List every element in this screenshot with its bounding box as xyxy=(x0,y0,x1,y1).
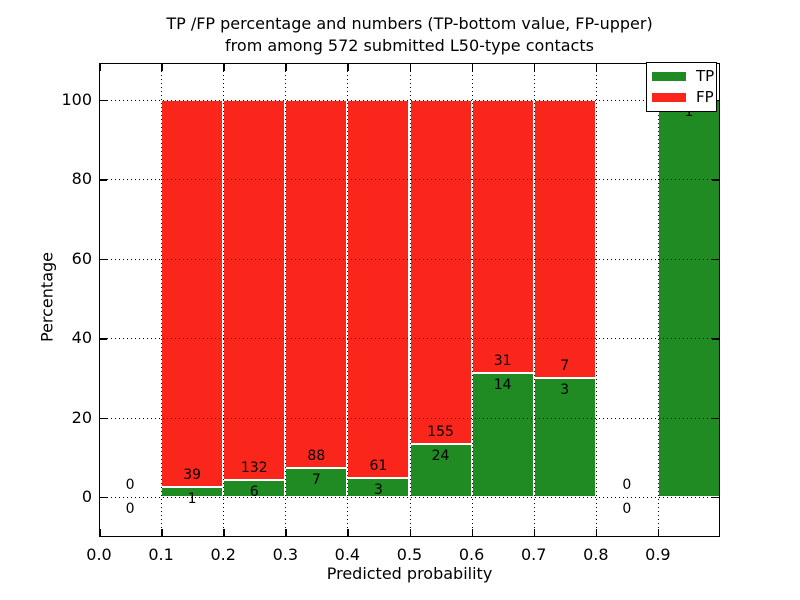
y-tick-label: 0 xyxy=(81,486,92,506)
tp-count-label: 3 xyxy=(560,381,570,398)
fp-count-label: 31 xyxy=(493,353,512,370)
x-tick-label: 0.9 xyxy=(645,545,671,564)
x-tick-mark-bottom xyxy=(533,529,536,536)
gridline-vertical xyxy=(533,63,535,537)
fp-count-label: 39 xyxy=(183,466,202,483)
gridline-vertical xyxy=(657,63,659,537)
x-tick-mark-top xyxy=(595,64,598,71)
x-tick-mark-bottom xyxy=(409,529,411,536)
gridline-vertical xyxy=(161,63,163,537)
x-tick-mark-top xyxy=(347,64,349,71)
y-tick-mark-left xyxy=(100,417,107,419)
y-tick-label: 100 xyxy=(61,89,92,109)
x-tick-label: 0.1 xyxy=(148,545,174,564)
gridline-vertical xyxy=(347,63,349,537)
bar-fp-segment xyxy=(223,99,286,480)
y-tick-mark-left xyxy=(100,338,107,340)
x-tick-mark-bottom xyxy=(471,529,474,536)
x-tick-mark-top xyxy=(161,64,163,71)
bar-tp-segment xyxy=(657,99,720,497)
x-tick-mark-bottom xyxy=(285,529,287,536)
tp-count-label: 24 xyxy=(431,447,450,464)
x-tick-mark-bottom xyxy=(347,529,349,536)
legend-label-fp: FP xyxy=(696,88,714,106)
x-axis-label: Predicted probability xyxy=(326,564,493,583)
y-tick-label: 80 xyxy=(71,169,92,189)
chart-title-line-2: from among 572 submitted L50-type contac… xyxy=(225,36,594,55)
plot-area: 00391132688761315524311473001 xyxy=(99,63,720,537)
x-tick-mark-top xyxy=(409,64,411,71)
gridline-vertical xyxy=(595,63,597,537)
x-tick-mark-bottom xyxy=(595,529,598,536)
legend-item-tp: TP xyxy=(647,69,716,84)
tp-count-label: 0 xyxy=(125,500,135,517)
x-tick-label: 0.8 xyxy=(583,545,609,564)
legend-label-tp: TP xyxy=(696,67,715,85)
gridline-vertical xyxy=(471,63,473,537)
gridline-vertical xyxy=(285,63,287,537)
x-tick-label: 0.5 xyxy=(396,545,423,564)
chart-title: TP /FP percentage and numbers (TP-bottom… xyxy=(99,13,720,57)
y-tick-mark-right xyxy=(712,179,719,181)
y-tick-mark-right xyxy=(712,496,719,499)
x-tick-mark-top xyxy=(471,64,474,71)
y-tick-mark-left xyxy=(100,258,107,261)
x-tick-mark-top xyxy=(533,64,536,71)
x-tick-label: 0.0 xyxy=(86,545,112,564)
y-tick-mark-right xyxy=(712,258,719,261)
bar-fp-segment xyxy=(347,99,410,479)
legend-swatch-fp xyxy=(652,93,686,102)
axes-frame xyxy=(99,63,720,537)
tp-count-label: 0 xyxy=(622,500,632,517)
bar-fp-segment xyxy=(533,99,596,378)
legend-item-fp: FP xyxy=(647,90,716,105)
x-tick-label: 0.4 xyxy=(334,545,361,564)
x-tick-mark-bottom xyxy=(161,529,163,536)
legend-swatch-tp xyxy=(652,72,686,81)
chart-title-line-1: TP /FP percentage and numbers (TP-bottom… xyxy=(166,14,653,33)
x-tick-mark-top xyxy=(285,64,287,71)
y-tick-label: 40 xyxy=(71,328,92,348)
tp-count-label: 14 xyxy=(493,377,512,394)
x-tick-mark-top xyxy=(223,64,225,71)
legend: TP FP xyxy=(646,62,717,112)
y-tick-mark-right xyxy=(712,417,719,419)
fp-count-label: 61 xyxy=(369,458,388,475)
fp-count-label: 155 xyxy=(427,423,454,440)
x-tick-mark-bottom xyxy=(657,529,660,536)
fp-count-label: 0 xyxy=(125,476,135,493)
fp-count-label: 132 xyxy=(240,459,268,476)
y-tick-label: 60 xyxy=(71,248,92,268)
fp-count-label: 0 xyxy=(622,476,632,493)
x-tick-label: 0.2 xyxy=(210,545,236,564)
bar-tp-segment xyxy=(533,377,596,497)
x-tick-label: 0.7 xyxy=(520,545,547,564)
y-tick-mark-left xyxy=(100,496,107,499)
tp-count-label: 1 xyxy=(187,490,197,507)
tp-count-label: 6 xyxy=(249,483,259,500)
y-tick-mark-left xyxy=(100,99,107,102)
x-tick-label: 0.6 xyxy=(458,545,485,564)
bar-tp-segment xyxy=(409,443,472,497)
gridline-vertical xyxy=(409,63,411,537)
bar-tp-segment xyxy=(285,467,348,497)
tp-count-label: 7 xyxy=(311,471,321,488)
y-tick-label: 20 xyxy=(71,407,92,427)
bar-fp-segment xyxy=(161,99,224,487)
x-tick-label: 0.3 xyxy=(272,545,299,564)
bar-tp-segment xyxy=(471,373,534,497)
y-tick-mark-right xyxy=(712,338,719,340)
fp-count-label: 88 xyxy=(307,447,326,464)
y-tick-mark-left xyxy=(100,179,107,181)
tp-count-label: 3 xyxy=(373,482,383,499)
gridline-vertical xyxy=(223,63,225,537)
fp-count-label: 7 xyxy=(560,357,570,374)
bar-fp-segment xyxy=(471,99,534,374)
x-tick-mark-bottom xyxy=(223,529,225,536)
